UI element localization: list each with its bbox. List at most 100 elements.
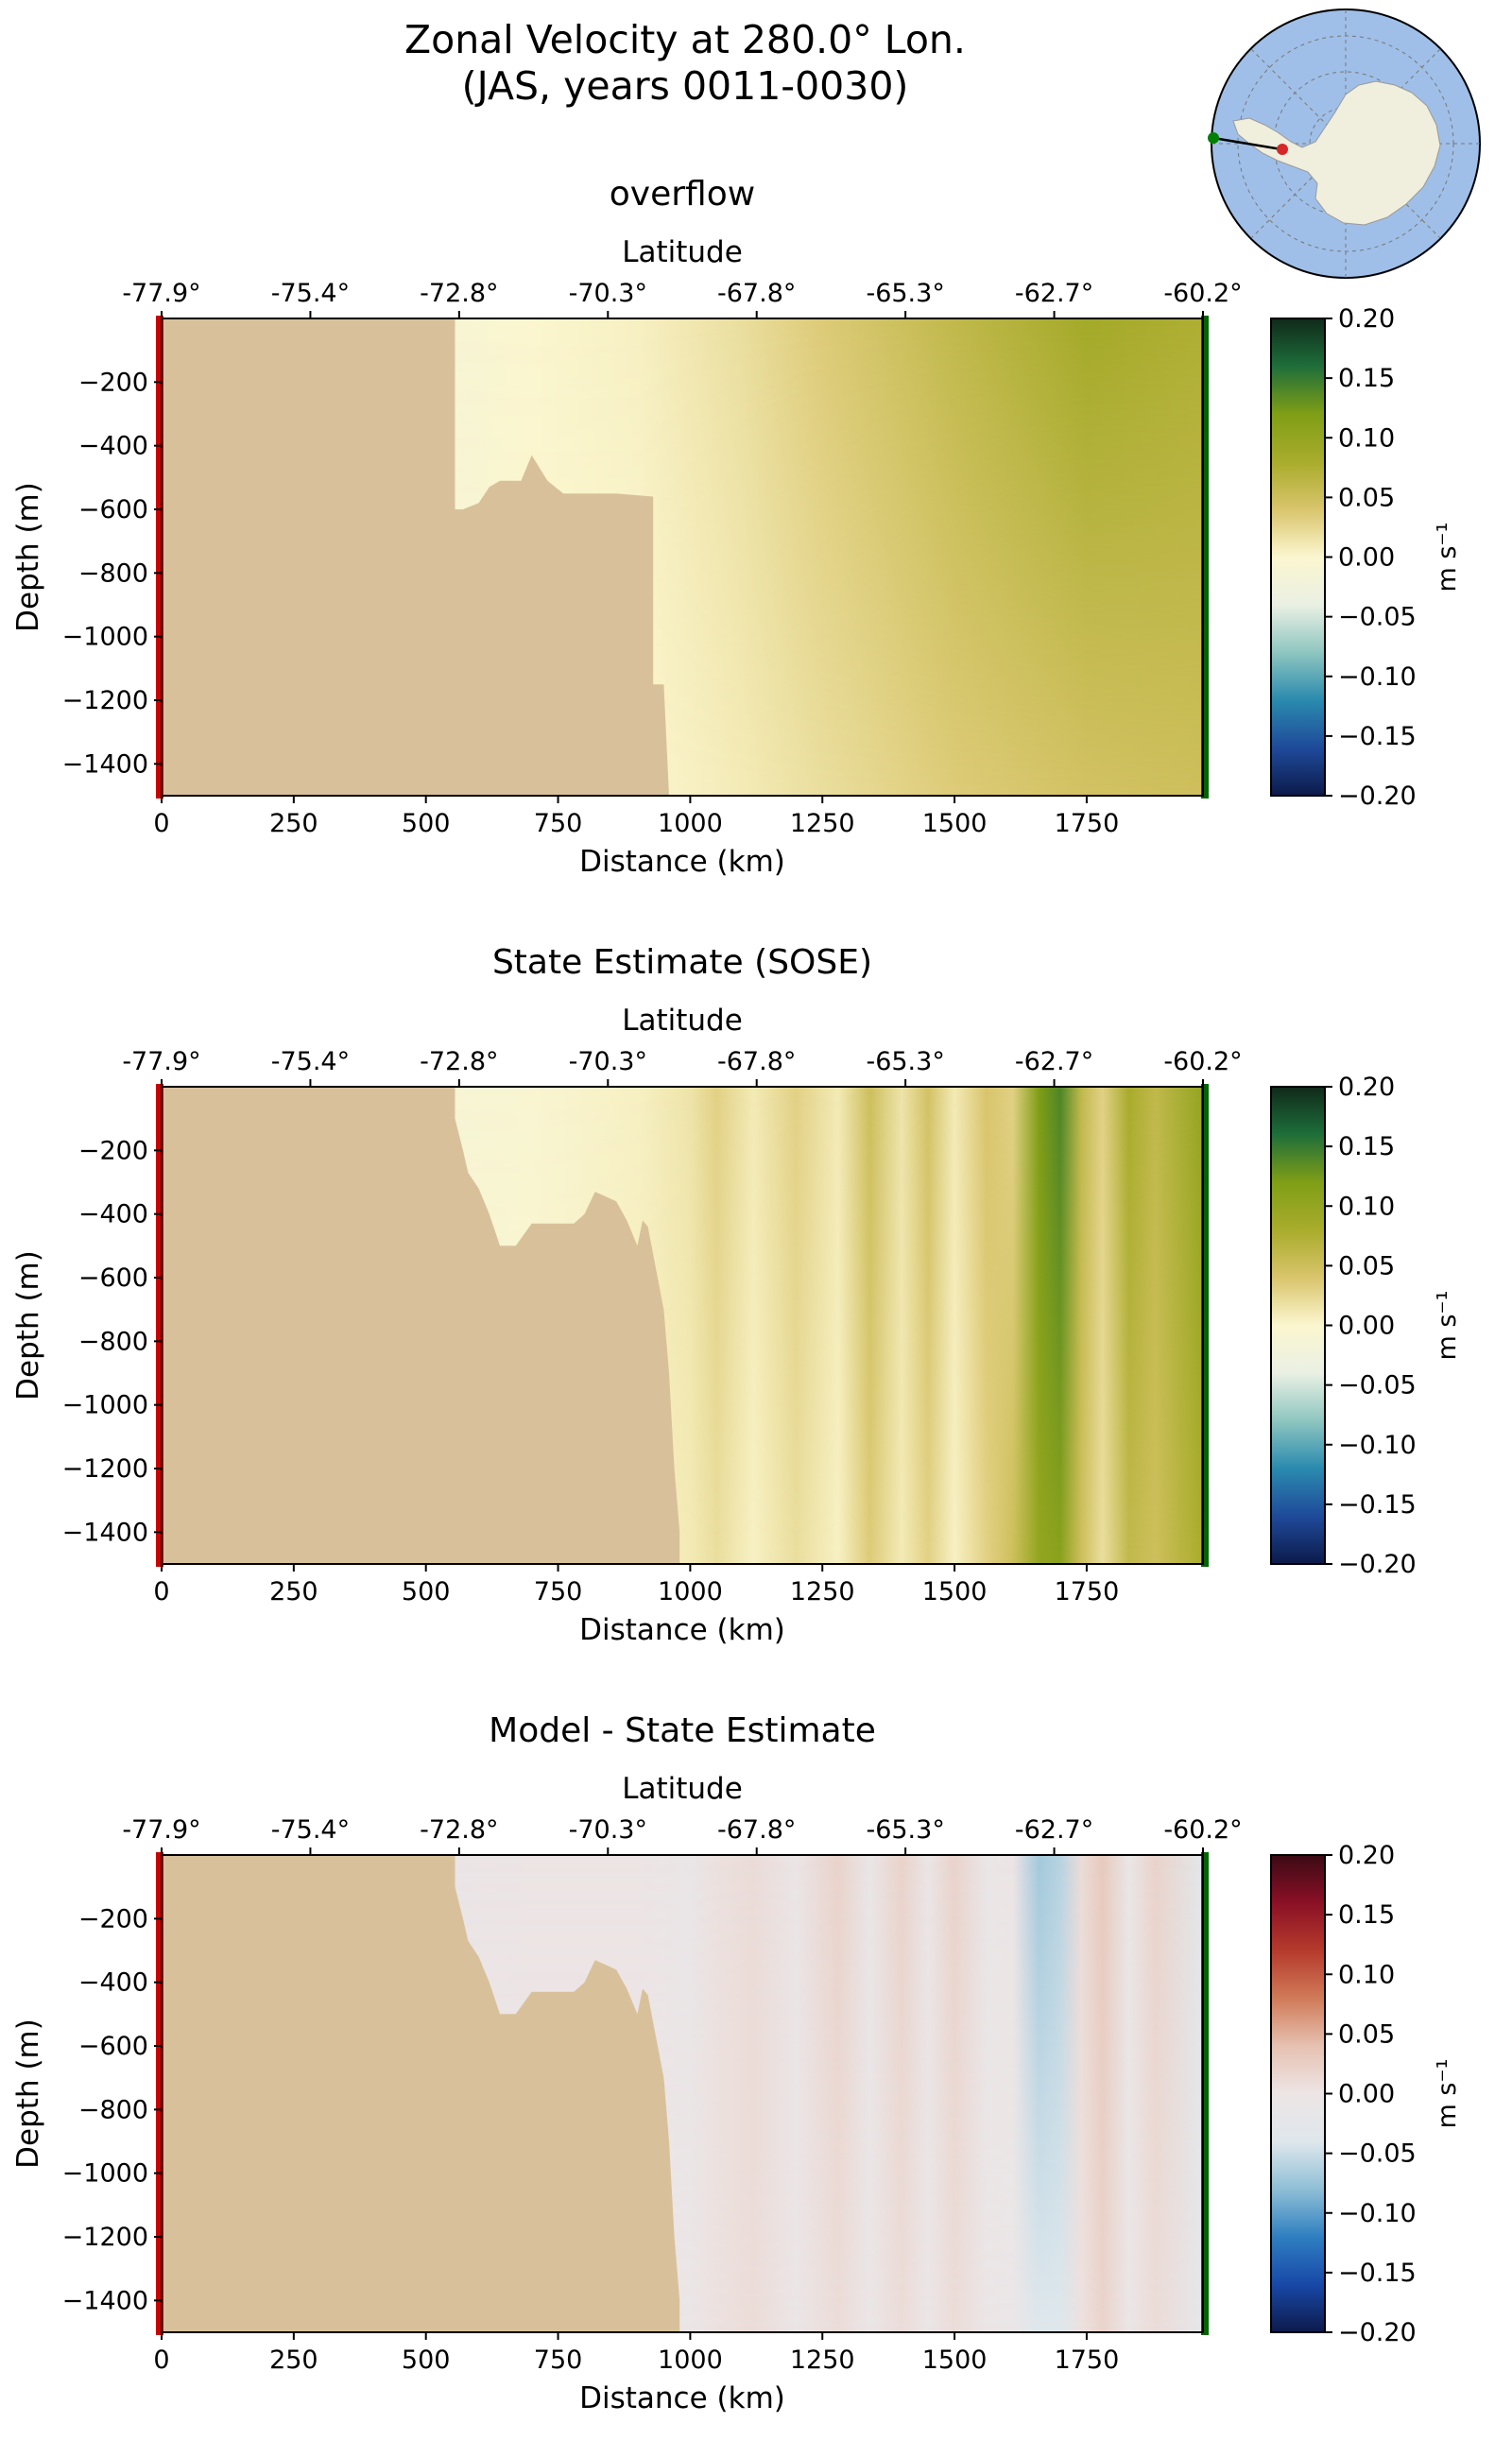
x-tick-label: 250 xyxy=(269,2345,318,2375)
colorbar-label: m s⁻¹ xyxy=(1433,2058,1462,2128)
colorbar-tick-label: 0.15 xyxy=(1338,1900,1395,1930)
x-tick-label: 1250 xyxy=(790,2345,855,2375)
panel-3: Model - State Estimate 0 250 500 750 1000 1250… xyxy=(11,1711,1462,2415)
x-tick-label: 1000 xyxy=(658,1577,723,1606)
transect-end-marker xyxy=(1277,144,1288,155)
colorbar-tick-label: −0.20 xyxy=(1338,782,1417,811)
colorbar-tick-label: 0.00 xyxy=(1338,2080,1395,2109)
latitude-tick-label: -67.8° xyxy=(717,1047,796,1076)
x-axis-label: Distance (km) xyxy=(579,2381,785,2415)
x-tick-label: 1500 xyxy=(922,2345,988,2375)
colorbar-tick-label: 0.15 xyxy=(1338,364,1395,393)
section-start-marker xyxy=(156,1084,163,1567)
y-tick-label: −800 xyxy=(78,1327,148,1356)
antarctica-inset-map xyxy=(1208,9,1481,279)
land-mask xyxy=(162,1087,1203,1564)
axes-frame xyxy=(161,318,1204,797)
latitude-tick-label: -70.3° xyxy=(569,1047,647,1076)
x-tick-label: 1500 xyxy=(922,809,988,838)
y-axis-label: Depth (m) xyxy=(11,482,45,632)
land-mask xyxy=(162,318,1203,796)
latitude-axis-label: Latitude xyxy=(622,1004,743,1038)
y-tick-label: −1200 xyxy=(62,686,148,715)
colorbar-tick-label: 0.05 xyxy=(1338,1251,1395,1280)
colorbar-tick-label: −0.15 xyxy=(1338,722,1417,751)
latitude-tick-label: -65.3° xyxy=(866,279,944,308)
colorbar-tick-label: −0.05 xyxy=(1338,1371,1417,1400)
colorbar-tick-label: −0.10 xyxy=(1338,662,1417,692)
latitude-tick-label: -77.9° xyxy=(122,1815,200,1845)
y-tick-label: −400 xyxy=(78,1968,148,1998)
colorbar-tick-label: −0.10 xyxy=(1338,1431,1417,1460)
y-axis-label: Depth (m) xyxy=(11,2019,45,2169)
x-tick-label: 1750 xyxy=(1055,809,1120,838)
transect-line xyxy=(1212,136,1282,151)
y-tick-label: −600 xyxy=(78,495,148,524)
x-tick-label: 1250 xyxy=(790,1577,855,1606)
figure-title: Zonal Velocity at 280.0° Lon. (JAS, year… xyxy=(0,17,1370,110)
x-axis-label: Distance (km) xyxy=(579,845,785,879)
colorbar-tick-label: 0.20 xyxy=(1338,1841,1395,1870)
section-end-marker xyxy=(1201,316,1209,799)
colorbar-tick-label: 0.20 xyxy=(1338,304,1395,334)
latitude-tick-label: -62.7° xyxy=(1015,1815,1093,1845)
y-tick-label: −1200 xyxy=(62,2223,148,2252)
x-tick-label: 1750 xyxy=(1055,2345,1120,2375)
section-end-marker xyxy=(1201,1084,1209,1567)
latitude-axis-label: Latitude xyxy=(622,235,743,269)
colorbar-tick-label: −0.15 xyxy=(1338,2259,1417,2288)
panel-1: overflow 0 250 500 750 1000 1250 1500 1750 Distan… xyxy=(11,175,1462,879)
panel-title: State Estimate (SOSE) xyxy=(492,943,872,982)
latitude-tick-label: -75.4° xyxy=(271,1815,350,1845)
panel-2: State Estimate (SOSE) 0 250 500 750 1000 1250 1… xyxy=(11,943,1462,1647)
y-tick-label: −1400 xyxy=(62,1518,148,1547)
y-tick-label: −800 xyxy=(78,2095,148,2124)
y-tick-label: −1200 xyxy=(62,1454,148,1484)
x-tick-label: 0 xyxy=(153,809,169,838)
latitude-tick-label: -65.3° xyxy=(866,1047,944,1076)
colorbar-tick-label: −0.05 xyxy=(1338,2139,1417,2169)
axes-frame xyxy=(161,1854,1204,2333)
latitude-tick-label: -75.4° xyxy=(271,1047,350,1076)
y-tick-label: −1400 xyxy=(62,2286,148,2315)
y-tick-label: −600 xyxy=(78,1263,148,1293)
section-start-marker xyxy=(156,316,163,799)
y-tick-label: −400 xyxy=(78,1200,148,1229)
colorbar-tick-label: 0.20 xyxy=(1338,1073,1395,1102)
x-tick-label: 500 xyxy=(402,1577,451,1606)
transect-start-marker xyxy=(1208,132,1219,144)
y-axis-label: Depth (m) xyxy=(11,1250,45,1400)
latitude-tick-label: -60.2° xyxy=(1163,279,1242,308)
y-tick-label: −1000 xyxy=(62,1391,148,1420)
figure-title-line2: (JAS, years 0011-0030) xyxy=(461,63,909,109)
x-tick-label: 0 xyxy=(153,1577,169,1606)
colorbar-tick-label: 0.00 xyxy=(1338,543,1395,573)
x-tick-label: 250 xyxy=(269,809,318,838)
axes-frame xyxy=(161,1086,1204,1565)
antarctica-land-icon xyxy=(1232,80,1441,226)
x-tick-label: 750 xyxy=(534,2345,583,2375)
colorbar-label: m s⁻¹ xyxy=(1433,522,1462,592)
colorbar-label: m s⁻¹ xyxy=(1433,1290,1462,1360)
x-tick-label: 1000 xyxy=(658,809,723,838)
y-tick-label: −1000 xyxy=(62,2159,148,2189)
x-tick-label: 1000 xyxy=(658,2345,723,2375)
latitude-axis-label: Latitude xyxy=(622,1772,743,1806)
latitude-tick-label: -67.8° xyxy=(717,279,796,308)
x-tick-label: 500 xyxy=(402,809,451,838)
x-tick-label: 250 xyxy=(269,1577,318,1606)
latitude-tick-label: -72.8° xyxy=(420,279,498,308)
figure-title-line1: Zonal Velocity at 280.0° Lon. xyxy=(404,17,966,62)
y-tick-label: −200 xyxy=(78,368,148,397)
colorbar-tick-label: −0.05 xyxy=(1338,603,1417,632)
x-tick-label: 1750 xyxy=(1055,1577,1120,1606)
y-tick-label: −600 xyxy=(78,2032,148,2061)
colorbar-tick-label: −0.20 xyxy=(1338,1550,1417,1579)
colorbar-tick-label: 0.10 xyxy=(1338,1192,1395,1221)
y-tick-label: −400 xyxy=(78,432,148,461)
panels-container: overflow 0 250 500 750 1000 1250 1500 1750 Distan… xyxy=(11,175,1462,2415)
y-tick-label: −200 xyxy=(78,1904,148,1933)
latitude-tick-label: -62.7° xyxy=(1015,279,1093,308)
colorbar-tick-label: −0.15 xyxy=(1338,1490,1417,1520)
latitude-tick-label: -70.3° xyxy=(569,1815,647,1845)
